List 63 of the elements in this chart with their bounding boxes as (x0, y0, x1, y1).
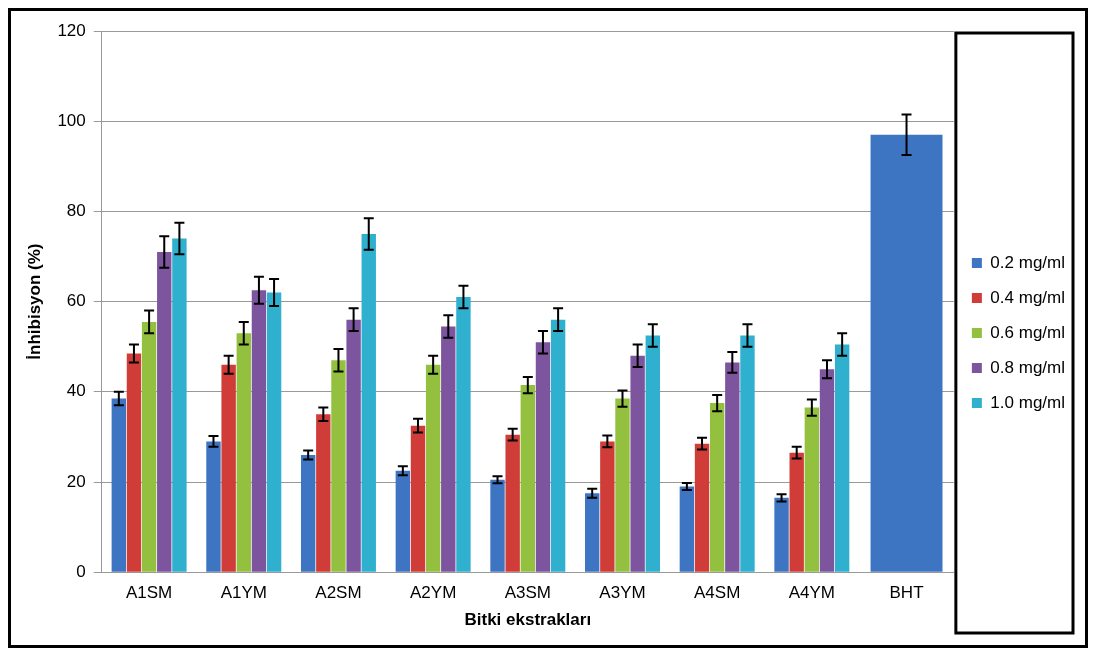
bar (206, 441, 221, 572)
bar (645, 335, 660, 572)
bar (331, 360, 346, 572)
x-tick-label: A4YM (788, 583, 835, 603)
x-axis-title: Bitki ekstrakları (464, 610, 592, 630)
legend-label: 0.2 mg/ml (990, 252, 1066, 272)
bar (141, 321, 157, 572)
bar (266, 292, 282, 572)
legend-label: 0.8 mg/ml (990, 357, 1066, 377)
bar (346, 319, 361, 572)
bar (300, 454, 316, 572)
bar (410, 425, 426, 572)
x-tick-label: BHT (889, 583, 924, 603)
bar (535, 342, 551, 572)
bar (804, 407, 820, 572)
x-tick-label: A2SM (315, 583, 362, 603)
bar (425, 364, 441, 572)
y-tick-label: 0 (76, 561, 86, 581)
bar (172, 238, 187, 572)
bar (361, 233, 376, 572)
bar (316, 414, 331, 572)
bar (679, 486, 695, 572)
bar (505, 434, 520, 572)
bar (456, 297, 471, 572)
bar (600, 441, 615, 572)
x-tick-label: A2YM (409, 583, 457, 603)
bar (709, 403, 725, 572)
x-tick-label: A4SM (694, 583, 741, 603)
bar (111, 398, 126, 572)
y-axis-title: İnhibisyon (%) (24, 243, 44, 360)
bar (789, 452, 804, 572)
y-tick-label: 40 (66, 381, 86, 401)
bar (490, 479, 505, 572)
x-tick-label: A3YM (599, 583, 646, 603)
bar (585, 493, 600, 572)
bar (615, 398, 630, 572)
bar (740, 335, 755, 572)
bar (236, 333, 251, 572)
bar (157, 251, 172, 572)
bar (694, 443, 710, 572)
x-tick-label: A1YM (220, 583, 267, 603)
bar (819, 369, 835, 572)
legend-label: 0.6 mg/ml (990, 322, 1066, 342)
y-tick-label: 120 (57, 20, 86, 40)
bar (725, 362, 740, 572)
bar (774, 497, 789, 572)
bar (221, 364, 236, 572)
bar (441, 326, 456, 572)
y-tick-label: 20 (66, 471, 86, 491)
bar (126, 353, 142, 572)
bar (251, 290, 267, 572)
y-tick-label: 60 (66, 291, 86, 311)
y-tick-label: 80 (66, 201, 86, 221)
x-tick-label: A3SM (504, 583, 551, 603)
bar (834, 344, 850, 572)
legend-label: 1.0 mg/ml (990, 392, 1066, 412)
bar (395, 470, 411, 572)
bar (550, 319, 566, 572)
x-tick-label: A1SM (125, 583, 173, 603)
legend-label: 0.4 mg/ml (990, 287, 1066, 307)
y-tick-label: 100 (57, 110, 86, 130)
bar (520, 385, 536, 572)
bar (630, 355, 645, 572)
